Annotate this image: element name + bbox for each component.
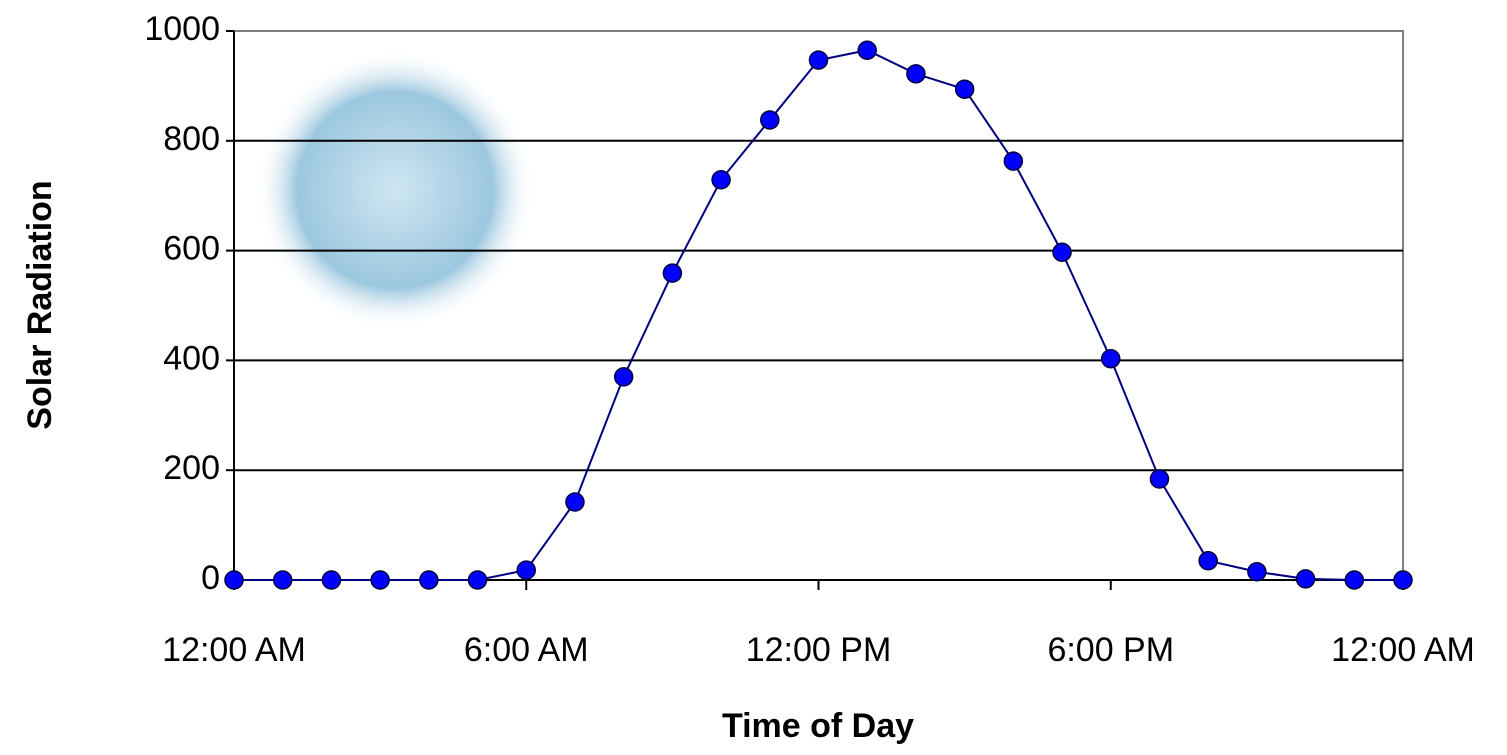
x-tick-label: 12:00 AM: [1331, 631, 1475, 669]
y-tick-label: 600: [163, 230, 220, 268]
x-tick-label: 12:00 PM: [746, 631, 892, 669]
data-point: [1248, 563, 1266, 581]
data-point: [761, 111, 779, 129]
data-point: [1394, 571, 1412, 589]
data-point: [469, 571, 487, 589]
data-point: [1199, 552, 1217, 570]
page: {"chart_data": {"type": "line", "x_label…: [0, 0, 1507, 755]
data-point: [907, 65, 925, 83]
y-tick-label: 1000: [144, 10, 220, 48]
y-axis-title: Solar Radiation: [21, 180, 59, 429]
data-point: [956, 80, 974, 98]
data-point: [615, 368, 633, 386]
data-point: [810, 51, 828, 69]
data-point: [322, 571, 340, 589]
data-point: [1102, 350, 1120, 368]
data-point: [274, 571, 292, 589]
chart: Time of Day Solar Radiation 0 200 400 600 80…: [0, 0, 1507, 755]
x-tick-label: 12:00 AM: [162, 631, 306, 669]
x-tick-label: 6:00 AM: [464, 631, 589, 669]
data-point: [420, 571, 438, 589]
y-tick-label: 200: [163, 449, 220, 487]
data-point: [225, 571, 243, 589]
x-axis-title: Time of Day: [722, 707, 914, 745]
data-point: [1345, 571, 1363, 589]
data-point: [858, 41, 876, 59]
y-tick-label: 800: [163, 120, 220, 158]
illustration: [255, 50, 535, 330]
y-tick-label: 400: [163, 339, 220, 377]
data-point: [566, 493, 584, 511]
data-point: [1053, 243, 1071, 261]
data-point: [517, 561, 535, 579]
data-point: [371, 571, 389, 589]
x-tick-label: 6:00 PM: [1047, 631, 1174, 669]
data-point: [1297, 570, 1315, 588]
data-point: [1004, 152, 1022, 170]
data-point: [663, 264, 681, 282]
y-tick-label: 0: [201, 559, 220, 597]
data-point: [712, 171, 730, 189]
data-point: [1150, 470, 1168, 488]
